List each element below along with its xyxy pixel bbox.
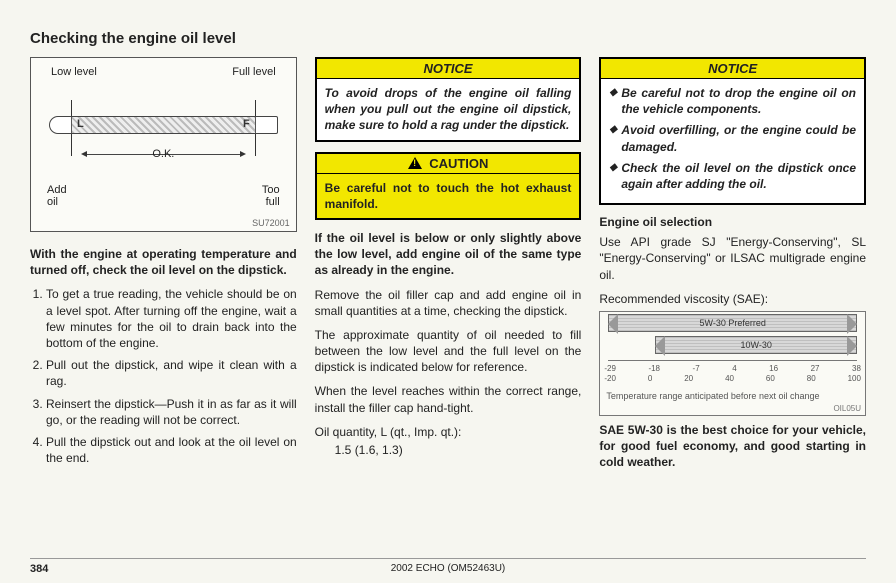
viscosity-note: Temperature range anticipated before nex… [606,391,859,401]
oil-grade-para: Use API grade SJ "Energy-Conserving", SL… [599,234,866,283]
page-footer: 384 2002 ECHO (OM52463U) [30,558,866,575]
notice-item-3: Check the oil level on the dipstick once… [609,160,856,192]
document-id: 2002 ECHO (OM52463U) [30,563,866,574]
install-cap-para: When the level reaches within the correc… [315,383,582,415]
final-recommendation: SAE 5W-30 is the best choice for your ve… [599,422,866,471]
notice-body: To avoid drops of the engine oil falling… [317,79,580,140]
step-3: Reinsert the dipstick—Push it in as far … [46,396,297,428]
low-level-label: Low level [51,66,97,78]
notice-item-2: Avoid overfilling, or the engine could b… [609,122,856,154]
warning-icon [408,157,422,169]
full-level-label: Full level [232,66,275,78]
qty-label: Oil quantity, L (qt., Imp. qt.): [315,424,582,440]
approx-qty-para: The approximate quantity of oil needed t… [315,327,582,376]
notice-item-1: Be careful not to drop the engine oil on… [609,85,856,117]
column-2: NOTICE To avoid drops of the engine oil … [315,57,582,478]
step-4: Pull the dipstick out and look at the oi… [46,434,297,466]
temp-ticks-f: -20020406080100 [604,374,861,383]
step-2: Pull out the dipstick, and wipe it clean… [46,357,297,389]
too-full-label: Too full [262,184,280,208]
intro-text: With the engine at operating temperature… [30,246,297,278]
viscosity-bar-10w30: 10W-30 [655,336,857,354]
notice-header: NOTICE [317,59,580,79]
notice-body-2: Be careful not to drop the engine oil on… [601,79,864,203]
notice-box-2: NOTICE Be careful not to drop the engine… [599,57,866,205]
ok-range-label: O.K. [31,148,296,160]
dipstick-diagram: Low level Full level L F O.K. Add oil To… [30,57,297,232]
caution-body: Be careful not to touch the hot exhaust … [317,174,580,218]
temp-ticks-c: -29-18-74162738 [604,364,861,373]
column-3: NOTICE Be careful not to drop the engine… [599,57,866,478]
dipstick-f-mark: F [243,118,250,130]
viscosity-bar-5w30: 5W-30 Preferred [608,314,857,332]
viscosity-fig-code: OIL05U [833,404,861,413]
steps-list: To get a true reading, the vehicle shoul… [30,286,297,466]
content-columns: Low level Full level L F O.K. Add oil To… [30,57,866,478]
caution-box: CAUTION Be careful not to touch the hot … [315,152,582,220]
viscosity-label: Recommended viscosity (SAE): [599,291,866,307]
if-low-para: If the oil level is below or only slight… [315,230,582,279]
notice-box-1: NOTICE To avoid drops of the engine oil … [315,57,582,142]
qty-value: 1.5 (1.6, 1.3) [315,442,582,458]
notice-header-2: NOTICE [601,59,864,79]
page-title: Checking the engine oil level [30,30,866,47]
remove-cap-para: Remove the oil filler cap and add engine… [315,287,582,319]
add-oil-label: Add oil [47,184,67,208]
viscosity-chart: 5W-30 Preferred 10W-30 -29-18-74162738 -… [599,311,866,416]
column-1: Low level Full level L F O.K. Add oil To… [30,57,297,478]
figure-code: SU72001 [252,218,290,228]
caution-header: CAUTION [317,154,580,174]
step-1: To get a true reading, the vehicle shoul… [46,286,297,351]
caution-title: CAUTION [429,156,488,171]
dipstick-l-mark: L [77,118,84,130]
oil-selection-head: Engine oil selection [599,215,866,229]
